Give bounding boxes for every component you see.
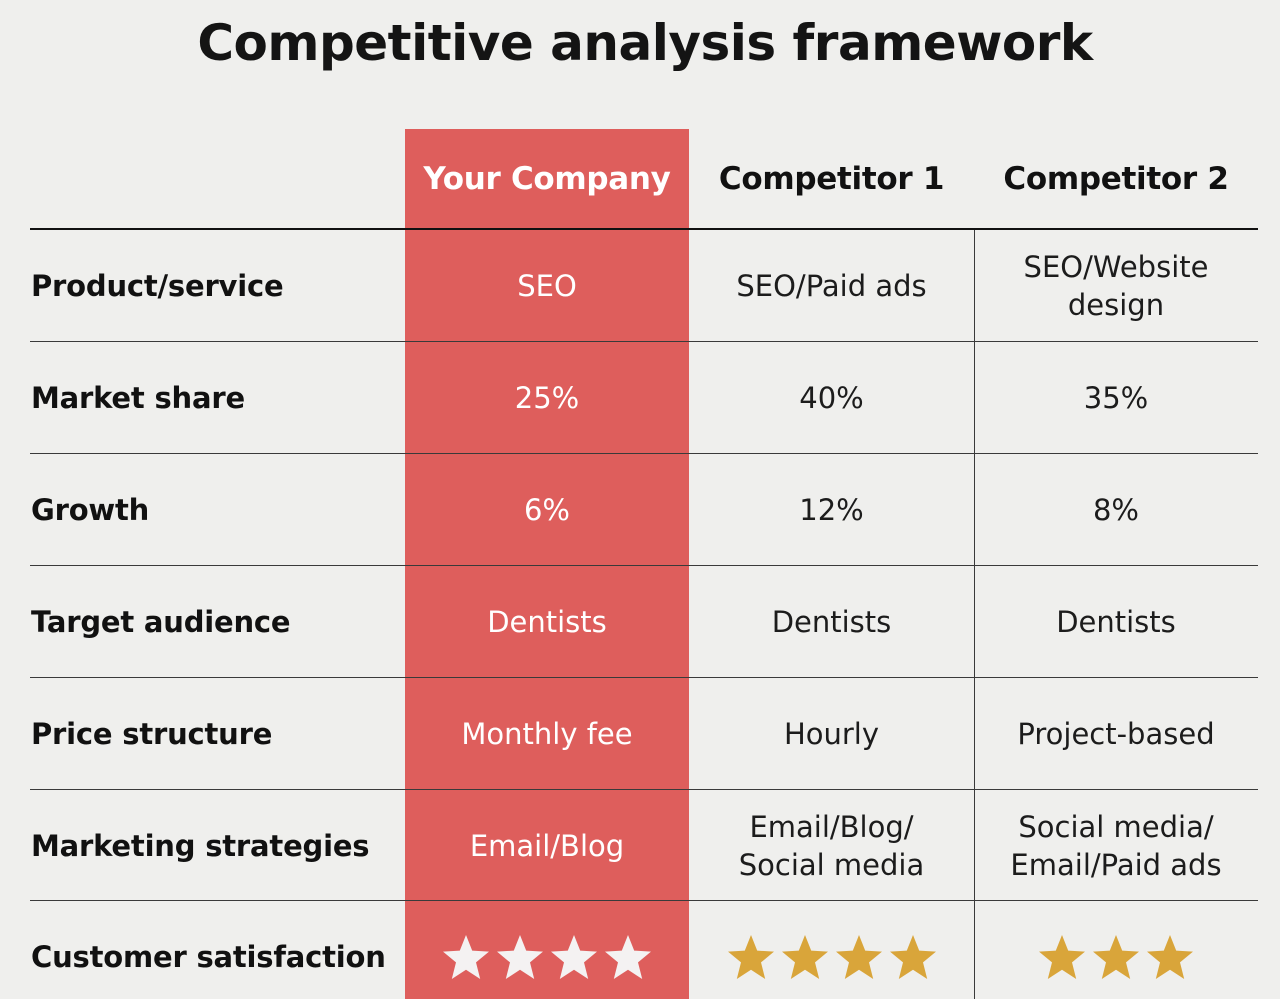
header-competitor-2: Competitor 2 xyxy=(1003,161,1229,197)
row-divider xyxy=(30,789,1258,790)
star-icon xyxy=(835,935,882,979)
star-rating xyxy=(441,933,653,981)
your-company-column-highlight xyxy=(405,129,689,999)
star-icon xyxy=(497,935,543,979)
cell-competitor-2-price: Project-based xyxy=(1017,717,1215,751)
column-divider xyxy=(974,230,975,999)
cell-competitor-1-market-share: 40% xyxy=(799,381,864,415)
row-label-target-audience: Target audience xyxy=(31,605,291,639)
page-title: Competitive analysis framework xyxy=(197,14,1093,72)
row-divider xyxy=(30,453,1258,454)
cell-competitor-1-audience: Dentists xyxy=(771,605,892,639)
cell-your-company-marketing: Email/Blog xyxy=(469,829,625,863)
header-divider xyxy=(30,228,1258,230)
row-label-market-share: Market share xyxy=(31,381,245,415)
star-rating xyxy=(726,933,938,981)
cell-competitor-1-product: SEO/Paid ads xyxy=(736,269,927,303)
row-divider xyxy=(30,900,1258,901)
row-label-marketing-strategies: Marketing strategies xyxy=(31,829,370,863)
star-rating xyxy=(1037,933,1195,981)
star-icon xyxy=(889,935,936,979)
star-icon xyxy=(781,935,828,979)
cell-competitor-2-growth: 8% xyxy=(1092,493,1139,527)
star-icon xyxy=(727,935,774,979)
cell-your-company-satisfaction xyxy=(405,901,689,999)
cell-competitor-2-satisfaction xyxy=(974,901,1258,999)
cell-your-company-audience: Dentists xyxy=(487,605,607,639)
row-divider xyxy=(30,565,1258,566)
cell-your-company-growth: 6% xyxy=(523,493,570,527)
row-divider xyxy=(30,677,1258,678)
cell-competitor-2-marketing: Social media/ Email/Paid ads xyxy=(1010,810,1222,882)
star-icon xyxy=(551,935,597,979)
cell-competitor-2-market-share: 35% xyxy=(1083,381,1149,415)
header-your-company: Your Company xyxy=(423,161,671,197)
cell-your-company-product: SEO xyxy=(517,269,577,303)
header-competitor-1: Competitor 1 xyxy=(718,161,945,197)
cell-competitor-1-price: Hourly xyxy=(783,717,880,751)
cell-competitor-1-growth: 12% xyxy=(799,493,864,527)
cell-competitor-2-audience: Dentists xyxy=(1056,605,1176,639)
cell-competitor-1-satisfaction xyxy=(689,901,974,999)
star-icon xyxy=(1093,935,1139,979)
cell-competitor-1-marketing: Email/Blog/ Social media xyxy=(738,810,925,882)
cell-your-company-price: Monthly fee xyxy=(461,717,633,751)
cell-your-company-market-share: 25% xyxy=(514,381,580,415)
row-label-growth: Growth xyxy=(31,493,150,527)
star-icon xyxy=(1039,935,1085,979)
row-label-customer-satisfaction: Customer satisfaction xyxy=(31,940,386,974)
row-label-product-service: Product/service xyxy=(31,269,284,303)
star-icon xyxy=(443,935,489,979)
cell-competitor-2-product: SEO/Website design xyxy=(1023,250,1209,322)
row-label-price-structure: Price structure xyxy=(31,717,273,751)
star-icon xyxy=(1147,935,1193,979)
row-divider xyxy=(30,341,1258,342)
star-icon xyxy=(605,935,651,979)
